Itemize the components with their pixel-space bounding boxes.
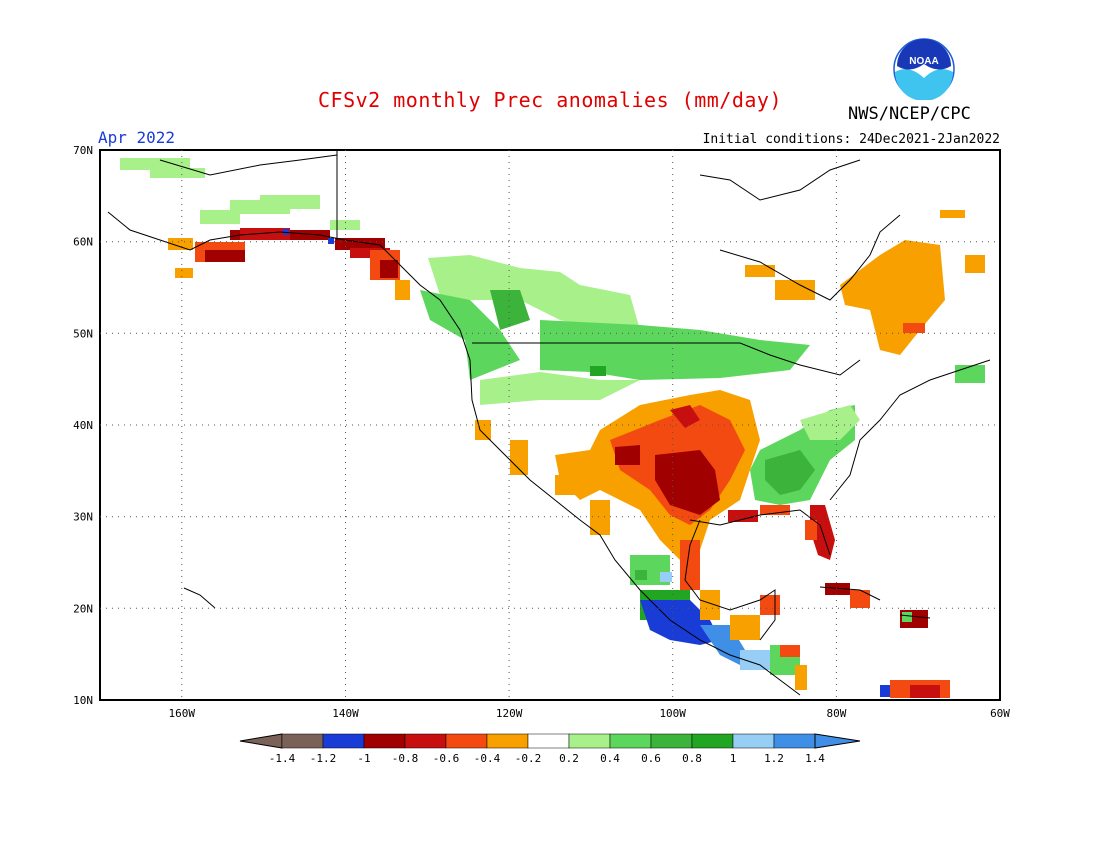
colorbar-label: -1 (357, 752, 370, 765)
lon-label-120w: 120W (496, 707, 523, 720)
colorbar-bin (732, 733, 775, 749)
colorbar-bin (281, 733, 324, 749)
colorbar-bin (404, 733, 447, 749)
colorbar-label: -0.8 (392, 752, 419, 765)
lat-label-10n: 10N (73, 694, 93, 707)
colorbar-bin (322, 733, 365, 749)
colorbar-label: 0.4 (600, 752, 620, 765)
agency-label: NWS/NCEP/CPC (848, 104, 971, 124)
colorbar-bin (609, 733, 652, 749)
colorbar-bin (568, 733, 611, 749)
lon-label-100w: 100W (659, 707, 686, 720)
colorbar-bin (363, 733, 406, 749)
lon-label-60w: 60W (990, 707, 1010, 720)
us-canada-border (472, 342, 861, 376)
logo-text: NOAA (909, 56, 938, 67)
colorbar-label: -0.6 (433, 752, 460, 765)
initial-conditions-label: Initial conditions: 24Dec2021-2Jan2022 (702, 132, 1000, 147)
colorbar-label: 0.6 (641, 752, 661, 765)
lat-label-20n: 20N (73, 602, 93, 615)
lon-label-160w: 160W (169, 707, 196, 720)
colorbar-bin (527, 733, 570, 749)
lat-label-30n: 30N (73, 511, 93, 524)
lat-labels: 70N 60N 50N 40N 30N 20N 10N (73, 144, 93, 707)
anomaly-shading (120, 158, 985, 698)
colorbar-label: 1.4 (805, 752, 825, 765)
colorbar-bin (445, 733, 488, 749)
colorbar-over-arrow (814, 733, 861, 749)
colorbar-label: -0.4 (474, 752, 501, 765)
colorbar-label: -1.2 (310, 752, 337, 765)
colorbar: -1.4 -1.2 -1 -0.8 -0.6 -0.4 -0.2 0.2 0.4… (239, 733, 861, 765)
colorbar-label: 1.2 (764, 752, 784, 765)
valid-month-label: Apr 2022 (98, 128, 176, 147)
colorbar-label: 0.2 (559, 752, 579, 765)
colorbar-label: -1.4 (269, 752, 296, 765)
colorbar-bin (650, 733, 693, 749)
noaa-logo: NOAA (893, 38, 955, 100)
colorbar-label: 1 (730, 752, 737, 765)
colorbar-bin (773, 733, 816, 749)
chart-title: CFSv2 monthly Prec anomalies (mm/day) (317, 88, 783, 112)
lon-labels: 160W 140W 120W 100W 80W 60W (169, 707, 1011, 720)
lon-label-140w: 140W (332, 707, 359, 720)
lat-label-50n: 50N (73, 327, 93, 340)
colorbar-label: -0.2 (515, 752, 542, 765)
lon-label-80w: 80W (826, 707, 846, 720)
graticule (100, 150, 1000, 700)
lat-label-40n: 40N (73, 419, 93, 432)
colorbar-bin (486, 733, 529, 749)
lat-label-60n: 60N (73, 236, 93, 249)
colorbar-label: 0.8 (682, 752, 702, 765)
coastlines (107, 154, 991, 696)
colorbar-under-arrow (239, 733, 283, 749)
lat-label-70n: 70N (73, 144, 93, 157)
colorbar-bin (691, 733, 734, 749)
